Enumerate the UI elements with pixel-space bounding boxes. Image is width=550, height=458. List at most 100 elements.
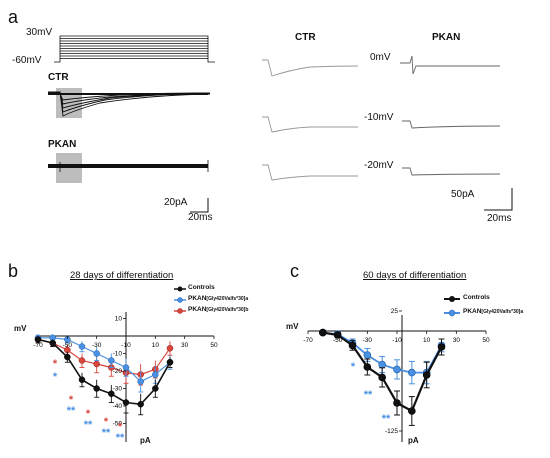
data-point [422,371,431,379]
data-point [319,328,327,337]
data-point [93,350,100,357]
significance-star: * [86,408,91,420]
protocol-top-voltage: 30mV [26,27,53,38]
y-tick-label: -125 [385,428,398,435]
voltage-label-0mv: 0mV [370,52,391,63]
data-point [93,360,100,368]
series-c-0 [319,328,446,426]
data-point [408,407,416,415]
x-tick-label: 10 [152,342,160,349]
panel-b-legend-markers [174,286,186,314]
x-tick-label: -30 [363,337,373,344]
y-tick-label: 10 [115,316,123,323]
panel-a-letter: a [8,7,19,27]
left-scale-bar [190,198,209,213]
panel-b-title: 28 days of differentiation [70,270,174,281]
data-point [78,357,86,364]
x-tick-label: -50 [63,342,73,349]
voltage-label-minus20mv: -20mV [364,160,394,171]
legend-b-controls: Controls [188,284,215,291]
data-point [393,365,401,374]
data-point [78,343,86,350]
left-scale-x-label: 20ms [188,212,213,223]
voltage-label-minus10mv: -10mV [364,112,394,123]
significance-star: ** [382,413,391,425]
left-pkan-label: PKAN [48,139,77,150]
right-scale-y-label: 50pA [451,189,475,200]
significance-star: * [53,358,58,370]
x-tick-label: -70 [303,337,313,344]
panel-c-legend-markers [444,296,460,317]
significance-star: * [351,361,356,373]
data-point [378,360,386,369]
data-point [363,363,372,371]
panel-b-y-label: pA [140,436,151,445]
data-point [348,341,357,350]
data-point [363,351,372,359]
legend-c-pkan-a: PKAN[Gly420Valfs*30]a [463,308,524,315]
panel-c-letter: c [290,261,299,281]
x-tick-label: -10 [121,342,131,349]
legend-b-pkan-a: PKAN[Gly420Valfs*30]a [188,295,249,302]
data-point [166,359,174,366]
pkan-traces [48,160,209,172]
series-line [38,337,171,383]
significance-star: ** [364,389,373,401]
data-point [49,339,56,347]
right-pkan-label: PKAN [432,32,461,43]
data-point [166,345,174,352]
data-point [152,385,159,392]
voltage-protocol [54,35,215,63]
series-line [37,338,171,406]
x-tick-label: 50 [210,342,218,349]
series-b-0 [34,336,174,416]
data-point [122,364,130,371]
y-tick-label: -10 [113,351,123,358]
significance-star: ** [84,419,93,431]
data-point [408,368,416,377]
x-tick-label: -70 [33,342,43,349]
x-tick-label: 30 [453,337,461,344]
y-tick-label: 25 [391,308,399,315]
panel-b-x-label: mV [14,324,27,333]
right-scale-bar [484,188,513,211]
panel-b-letter: b [8,261,19,281]
x-tick-label: -10 [392,337,402,344]
x-tick-label: -30 [92,342,102,349]
significance-star: * [69,394,74,406]
x-tick-label: -50 [333,337,343,344]
y-tick-label: -50 [113,421,123,428]
data-point [78,376,86,383]
significance-star: ** [102,427,111,439]
y-tick-label: -40 [113,403,123,410]
significance-star: * [53,371,58,383]
ctr-right-traces [262,59,359,181]
left-scale-y-label: 20pA [164,197,188,208]
y-tick-label: -30 [113,386,123,393]
data-point [137,378,144,385]
significance-star: * [104,416,109,428]
data-point [108,357,115,364]
significance-star: ** [67,405,76,417]
significance-star: * [118,421,123,433]
data-point [64,353,71,361]
data-point [437,343,446,351]
x-tick-label: 30 [181,342,189,349]
pkan-right-traces [400,55,501,176]
data-point [152,371,159,378]
legend-c-controls: Controls [463,294,490,301]
data-point [378,373,386,382]
panel-c-y-label: pA [408,436,419,445]
right-ctr-label: CTR [295,32,316,43]
data-point [137,401,144,408]
protocol-bottom-voltage: -60mV [12,55,42,66]
y-tick-label: -20 [113,368,123,375]
left-ctr-label: CTR [48,72,69,83]
series-line [37,338,171,376]
data-point [122,399,130,406]
panel-c-title: 60 days of differentiation [363,270,467,281]
data-point [93,385,100,392]
panel-c-x-label: mV [286,322,299,331]
